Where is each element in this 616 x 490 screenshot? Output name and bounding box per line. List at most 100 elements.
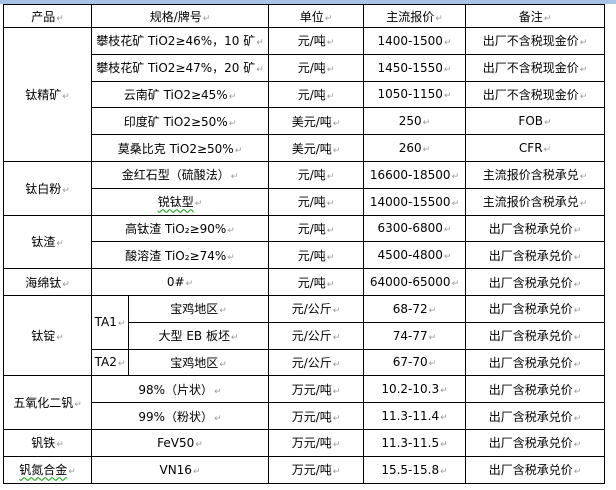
spec-cell: 高钛渣 TiO₂≥90% (91, 214, 269, 243)
note-cell: 出厂含税承兑价 (465, 455, 605, 484)
spec-cell: FeV50 (91, 428, 269, 457)
unit-cell: 元/公斤 (268, 321, 364, 350)
unit-cell: 美元/吨 (268, 134, 364, 162)
unit-cell: 元/公斤 (268, 348, 364, 377)
product-cell: 钛白粉 (3, 160, 92, 216)
price-cell: 15.5-15.8 (363, 455, 466, 484)
ruler-bar (0, 0, 616, 4)
table-row: 钛精矿 攀枝花矿 TiO2≥46%，10 矿 元/吨 1400-1500 出厂不… (3, 27, 605, 162)
spec-cell: VN16 (91, 455, 269, 484)
table-row: 钛锭 TA1 宝鸡地区 元/公斤 68-72 出厂含税承兑价 (3, 294, 605, 377)
note-cell: 出厂含税承兑价 (465, 402, 605, 430)
price-cell: 1400-1500 (363, 27, 466, 55)
product-cell: 五氧化二钒 (3, 375, 92, 430)
unit-cell: 元/吨 (268, 268, 364, 296)
spec-cell: 攀枝花矿 TiO2≥46%，10 矿 (91, 27, 269, 55)
header-spec: 规格/牌号 (91, 4, 269, 28)
price-cell: 4500-4800 (363, 241, 466, 270)
table-row: 钛渣 高钛渣 TiO₂≥90% 元/吨 6300-6800 出厂含税承兑价 (3, 214, 605, 270)
note-cell: FOB (465, 107, 605, 136)
table-row: 云南矿 TiO2≥45% 元/吨 1050-1150 出厂不含税现金价 (4, 80, 605, 109)
table-row: 海绵钛 0# 元/吨 64000-65000 出厂含税承兑价 (3, 268, 605, 296)
price-cell: 6300-6800 (363, 214, 466, 243)
unit-cell: 万元/吨 (268, 402, 364, 430)
grade-cell: TA1 (91, 294, 129, 350)
spec-cell: 印度矿 TiO2≥50% (91, 107, 269, 136)
table-row: 钒铁 FeV50 万元/吨 11.3-11.5 出厂含税承兑价 (3, 428, 605, 457)
table-row: 钛白粉 金红石型（硫酸法） 元/吨 16600-18500 主流报价含税承兑 (3, 160, 605, 216)
note-cell: 出厂含税承兑价 (465, 214, 605, 243)
spec-cell: 莫桑比克 TiO2≥50% (91, 134, 269, 162)
note-cell: 出厂含税承兑价 (465, 428, 605, 457)
price-cell: 1050-1150 (363, 80, 466, 109)
unit-cell: 美元/吨 (268, 107, 364, 136)
product-cell: 钛精矿 (3, 27, 92, 162)
price-cell: 14000-15500 (363, 187, 466, 216)
note-cell: 出厂不含税现金价 (465, 80, 605, 109)
table-row: 酸溶渣 TiO₂≥74% 元/吨 4500-4800 出厂含税承兑价 (4, 241, 605, 270)
header-note: 备注 (465, 4, 605, 28)
price-cell: 250 (363, 107, 466, 136)
spec-cell: 98%（片状） (91, 375, 269, 404)
note-cell: 出厂不含税现金价 (465, 53, 605, 82)
price-cell: 16600-18500 (363, 160, 466, 189)
table-row: 钒氮合金 VN16 万元/吨 15.5-15.8 出厂含税承兑价 (3, 455, 605, 484)
spec-text: 锐钛型 (157, 195, 194, 210)
spec-cell: 宝鸡地区 (128, 294, 269, 323)
table-row: 莫桑比克 TiO2≥50% 美元/吨 260 CFR (4, 134, 605, 162)
unit-cell: 元/吨 (268, 53, 364, 82)
unit-cell: 元/吨 (268, 214, 364, 243)
price-cell: 1450-1550 (363, 53, 466, 82)
note-cell: 出厂含税承兑价 (465, 348, 605, 377)
note-cell: 出厂含税承兑价 (465, 294, 605, 323)
price-cell: 74-77 (363, 321, 466, 350)
table-row: TA2 宝鸡地区 元/公斤 67-70 出厂含税承兑价 (4, 348, 605, 377)
note-cell: 出厂含税承兑价 (465, 268, 605, 296)
unit-cell: 万元/吨 (268, 428, 364, 457)
spec-cell: 攀枝花矿 TiO2≥47%，20 矿 (91, 53, 269, 82)
spec-cell: 酸溶渣 TiO₂≥74% (91, 241, 269, 270)
table-row: 99%（粉状） 万元/吨 11.3-11.4 出厂含税承兑价 (4, 402, 605, 430)
note-cell: 出厂含税承兑价 (465, 321, 605, 350)
unit-cell: 万元/吨 (268, 375, 364, 404)
note-cell: 主流报价含税承兑 (465, 187, 605, 216)
price-cell: 64000-65000 (363, 268, 466, 296)
unit-cell: 元/吨 (268, 241, 364, 270)
price-cell: 11.3-11.4 (363, 402, 466, 430)
note-cell: 出厂含税承兑价 (465, 375, 605, 404)
price-cell: 11.3-11.5 (363, 428, 466, 457)
header-price: 主流报价 (363, 4, 466, 28)
unit-cell: 元/吨 (268, 187, 364, 216)
unit-cell: 万元/吨 (268, 455, 364, 484)
product-cell: 钛锭 (3, 294, 92, 377)
grade-cell: TA2 (91, 348, 129, 377)
note-cell: 出厂含税承兑价 (465, 241, 605, 270)
spec-cell: 宝鸡地区 (128, 348, 269, 377)
table-row: 锐钛型 元/吨 14000-15500 主流报价含税承兑 (4, 187, 605, 216)
note-cell: 出厂不含税现金价 (465, 27, 605, 55)
price-cell: 260 (363, 134, 466, 162)
table-row: 印度矿 TiO2≥50% 美元/吨 250 FOB (4, 107, 605, 136)
price-cell: 68-72 (363, 294, 466, 323)
header-product: 产品 (3, 4, 92, 28)
note-cell: 主流报价含税承兑 (465, 160, 605, 189)
unit-cell: 元/吨 (268, 160, 364, 189)
unit-cell: 元/吨 (268, 80, 364, 109)
unit-cell: 元/公斤 (268, 294, 364, 323)
price-cell: 67-70 (363, 348, 466, 377)
spec-cell: 锐钛型 (91, 187, 269, 216)
unit-cell: 元/吨 (268, 27, 364, 55)
table-row: 五氧化二钒 98%（片状） 万元/吨 10.2-10.3 出厂含税承兑价 (3, 375, 605, 430)
product-cell: 海绵钛 (3, 268, 92, 296)
product-text: 钒氮合金 (19, 463, 68, 478)
spec-cell: 金红石型（硫酸法） (91, 160, 269, 189)
header-row: 产品 规格/牌号 单位 主流报价 备注 (3, 4, 605, 28)
note-cell: CFR (465, 134, 605, 162)
table-row: 大型 EB 板坯 元/公斤 74-77 出厂含税承兑价 (4, 321, 605, 350)
product-cell: 钒氮合金 (3, 455, 92, 484)
price-cell: 10.2-10.3 (363, 375, 466, 404)
product-cell: 钒铁 (3, 428, 92, 457)
spec-cell: 99%（粉状） (91, 402, 269, 430)
spec-cell: 云南矿 TiO2≥45% (91, 80, 269, 109)
header-unit: 单位 (268, 4, 364, 28)
